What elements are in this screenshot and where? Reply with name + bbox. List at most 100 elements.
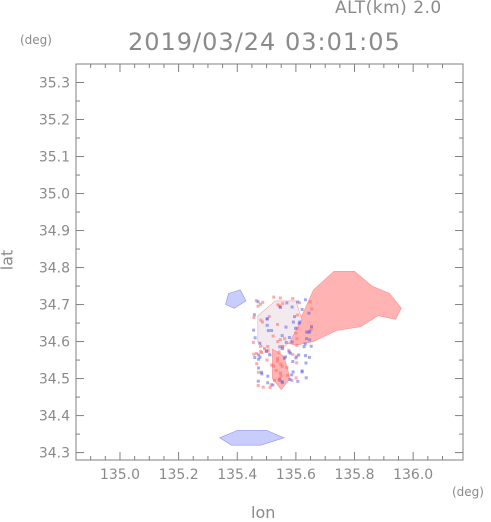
echo-pixel bbox=[262, 347, 266, 351]
southern-negative-band bbox=[219, 430, 286, 446]
echo-pixel bbox=[280, 364, 284, 368]
echo-pixel bbox=[291, 297, 295, 301]
echo-pixel bbox=[280, 380, 284, 384]
echo-pixel bbox=[256, 366, 260, 370]
x-axis-title: lon bbox=[251, 503, 276, 522]
echo-pixel bbox=[277, 379, 281, 383]
x-tick-label: 135.4 bbox=[217, 467, 257, 483]
echo-pixel bbox=[296, 379, 300, 383]
echo-pixel bbox=[265, 317, 269, 321]
echo-pixel bbox=[266, 344, 270, 348]
y-tick-label: 34.7 bbox=[39, 298, 70, 314]
echo-pixel bbox=[258, 302, 262, 306]
x-tick-label: 135.0 bbox=[100, 467, 140, 483]
echo-pixel bbox=[294, 356, 298, 360]
echo-pixel bbox=[278, 345, 282, 349]
echo-pixel bbox=[295, 354, 299, 358]
echo-pixel bbox=[268, 385, 272, 389]
echo-pixel bbox=[270, 329, 274, 333]
echo-pixel bbox=[310, 307, 314, 311]
echo-pixel bbox=[251, 340, 255, 344]
echo-pixel bbox=[287, 335, 291, 339]
echo-pixel bbox=[290, 305, 294, 309]
echo-pixel bbox=[267, 315, 271, 319]
echo-pixel bbox=[272, 364, 276, 368]
echo-pixel bbox=[290, 340, 294, 344]
echo-pixel bbox=[281, 302, 285, 306]
tick-label-layer: 135.0 135.2 135.4 135.6 135.8 136.0 35.3 35.2 35… bbox=[39, 76, 433, 483]
y-tick-label: 34.4 bbox=[39, 409, 70, 425]
echo-pixel bbox=[309, 344, 313, 348]
y-tick-label: 34.3 bbox=[39, 446, 70, 462]
datetime-title: 2019/03/24 03:01:05 bbox=[128, 28, 401, 56]
y-tick-label: 35.0 bbox=[39, 187, 70, 203]
echo-pixel bbox=[307, 311, 311, 315]
echo-pixel bbox=[291, 359, 295, 363]
echo-pixel bbox=[275, 359, 279, 363]
echo-pixel bbox=[268, 353, 272, 357]
echo-pixel bbox=[291, 320, 295, 324]
echo-pixel bbox=[290, 378, 294, 382]
echo-pixel bbox=[278, 338, 282, 342]
echo-pixel bbox=[305, 337, 309, 341]
echo-pixel bbox=[272, 295, 276, 299]
y-tick-label: 35.2 bbox=[39, 113, 70, 129]
echo-pixel bbox=[295, 361, 299, 365]
altitude-label: ALT(km) 2.0 bbox=[335, 0, 442, 18]
echo-pixel bbox=[277, 304, 281, 308]
echo-pixel bbox=[266, 374, 270, 378]
echo-pixel bbox=[304, 361, 308, 365]
echo-pixel bbox=[300, 307, 304, 311]
echo-pixel bbox=[297, 321, 301, 325]
echo-pixel bbox=[256, 379, 260, 383]
echo-pixel bbox=[284, 340, 288, 344]
echo-pixel bbox=[284, 325, 288, 329]
echo-pixel bbox=[270, 363, 274, 367]
echo-pixel bbox=[308, 300, 312, 304]
lat-unit-label: (deg) bbox=[20, 33, 52, 47]
echo-pixel bbox=[286, 373, 290, 377]
echo-pixel bbox=[303, 298, 307, 302]
echo-pixel bbox=[293, 315, 297, 319]
echo-pixel bbox=[257, 357, 261, 361]
y-tick-label: 34.8 bbox=[39, 261, 70, 277]
echo-pixel bbox=[258, 355, 262, 359]
echo-pixel bbox=[288, 377, 292, 381]
echo-pixel bbox=[295, 313, 299, 317]
echo-pixel bbox=[303, 354, 307, 358]
echo-pixel bbox=[294, 331, 298, 335]
echo-pixel bbox=[283, 337, 287, 341]
echo-pixel bbox=[252, 316, 256, 320]
echo-pixel bbox=[266, 329, 270, 333]
echo-pixel bbox=[252, 313, 256, 317]
echo-pixel bbox=[293, 326, 297, 330]
echo-pixel bbox=[271, 334, 275, 338]
lon-unit-label: (deg) bbox=[452, 485, 484, 499]
echo-pixel bbox=[258, 341, 262, 345]
echo-pixel bbox=[288, 351, 292, 355]
echo-layer bbox=[219, 270, 402, 446]
echo-pixel bbox=[295, 337, 299, 341]
echo-pixel bbox=[281, 347, 285, 351]
echo-pixel bbox=[278, 296, 282, 300]
echo-pixel bbox=[279, 374, 283, 378]
echo-pixel bbox=[304, 376, 308, 380]
y-tick-label: 35.1 bbox=[39, 150, 70, 166]
echo-pixel bbox=[255, 362, 259, 366]
echo-pixel bbox=[298, 301, 302, 305]
echo-pixel bbox=[254, 299, 258, 303]
echo-pixel bbox=[260, 372, 264, 376]
echo-pixel bbox=[295, 343, 299, 347]
x-tick-label: 135.6 bbox=[276, 467, 316, 483]
echo-pixel bbox=[279, 362, 283, 366]
echo-pixel bbox=[278, 305, 282, 309]
echo-pixel bbox=[307, 355, 311, 359]
echo-pixel bbox=[276, 322, 280, 326]
echo-pixel bbox=[291, 370, 295, 374]
y-tick-label: 34.6 bbox=[39, 335, 70, 351]
echo-pixel bbox=[276, 339, 280, 343]
echo-pixel bbox=[285, 366, 289, 370]
echo-pixel bbox=[272, 378, 276, 382]
echo-pixel bbox=[297, 353, 301, 357]
echo-pixel bbox=[266, 381, 270, 385]
